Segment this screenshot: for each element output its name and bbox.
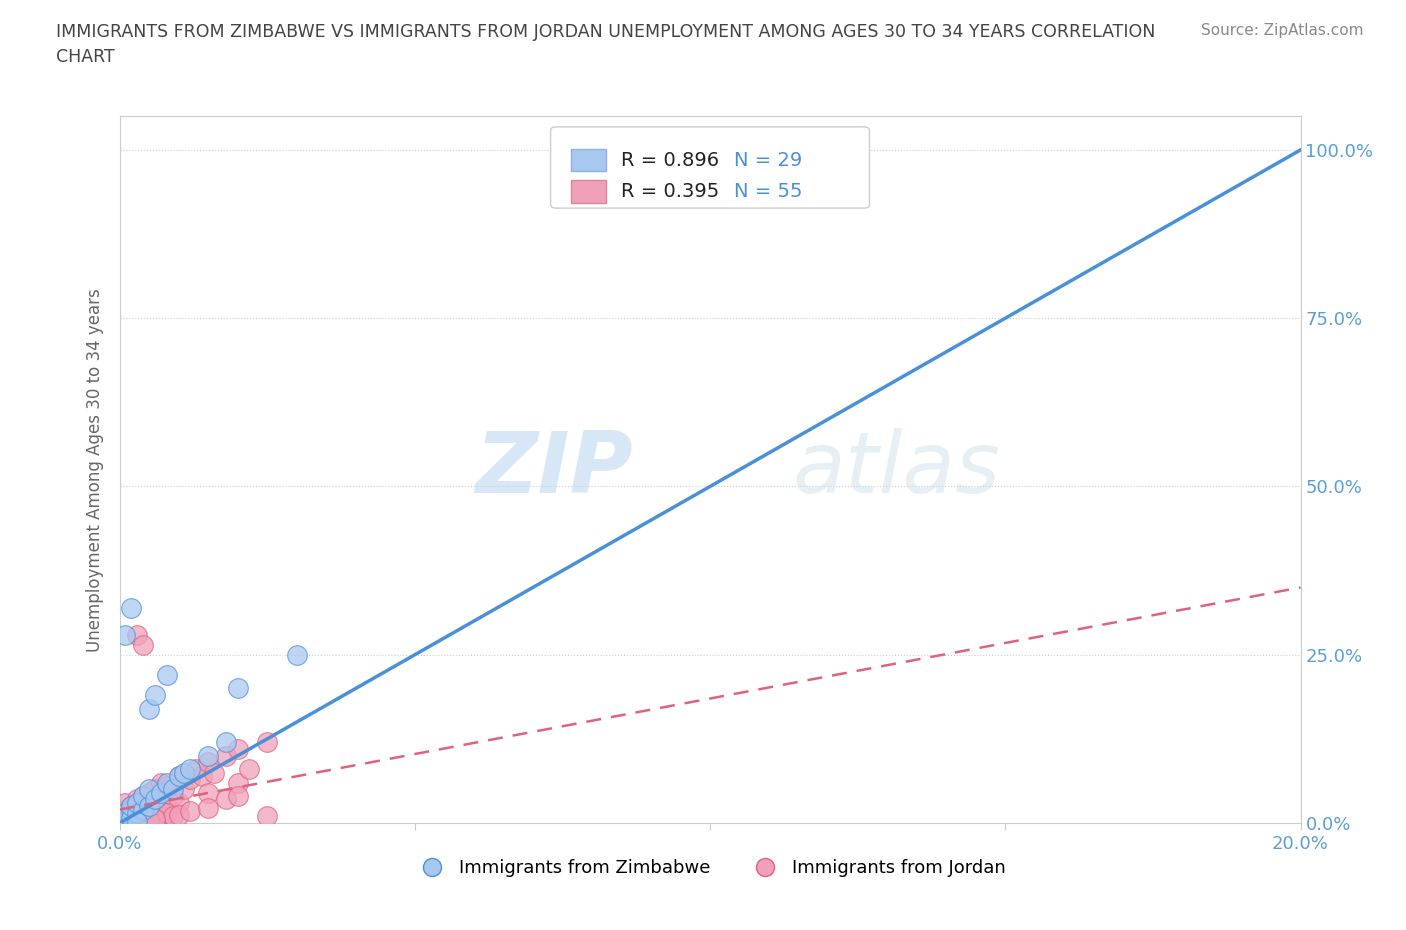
Point [120, 799, 142, 814]
Point [167, 768, 190, 783]
FancyBboxPatch shape [571, 149, 606, 171]
Point [143, 810, 166, 825]
Point [120, 810, 142, 825]
Point [127, 795, 149, 810]
Point [114, 807, 136, 822]
Point [114, 795, 136, 810]
Text: N = 29: N = 29 [734, 151, 801, 169]
Point [127, 804, 149, 818]
Point [197, 749, 219, 764]
Legend: Immigrants from Zimbabwe, Immigrants from Jordan: Immigrants from Zimbabwe, Immigrants fro… [408, 852, 1012, 884]
Point [197, 801, 219, 816]
Point [138, 805, 160, 820]
Text: N = 55: N = 55 [734, 181, 803, 201]
Point [114, 812, 136, 827]
Point [120, 815, 142, 830]
Point [127, 807, 149, 822]
Point [197, 755, 219, 770]
Point [285, 647, 308, 662]
Point [127, 792, 149, 807]
Point [226, 741, 249, 756]
Point [138, 814, 160, 829]
Point [108, 812, 131, 827]
Point [156, 776, 179, 790]
Point [132, 789, 155, 804]
Text: IMMIGRANTS FROM ZIMBABWE VS IMMIGRANTS FROM JORDAN UNEMPLOYMENT AMONG AGES 30 TO: IMMIGRANTS FROM ZIMBABWE VS IMMIGRANTS F… [56, 23, 1156, 41]
Point [143, 812, 166, 827]
Point [156, 778, 179, 793]
Point [114, 627, 136, 642]
Point [127, 812, 149, 827]
Point [167, 768, 190, 783]
Point [127, 627, 149, 642]
FancyBboxPatch shape [571, 179, 606, 203]
Point [256, 809, 278, 824]
Point [215, 735, 238, 750]
Point [138, 701, 160, 716]
Point [149, 814, 172, 829]
Point [191, 768, 214, 783]
Point [132, 637, 155, 652]
Text: atlas: atlas [793, 428, 1001, 512]
Point [143, 782, 166, 797]
Point [120, 803, 142, 817]
Point [162, 789, 184, 804]
Point [138, 782, 160, 797]
Point [215, 749, 238, 764]
Point [143, 792, 166, 807]
Point [226, 776, 249, 790]
Point [197, 785, 219, 800]
Point [143, 687, 166, 702]
Point [149, 776, 172, 790]
Point [132, 810, 155, 825]
Text: CHART: CHART [56, 48, 115, 66]
Point [156, 668, 179, 683]
Point [186, 762, 208, 777]
Point [215, 792, 238, 807]
Point [132, 803, 155, 817]
Text: R = 0.896: R = 0.896 [621, 151, 720, 169]
Point [120, 805, 142, 820]
Point [156, 799, 179, 814]
Point [226, 681, 249, 696]
Point [132, 789, 155, 804]
Point [173, 765, 195, 780]
Point [149, 785, 172, 800]
Point [149, 795, 172, 810]
Point [179, 762, 201, 777]
Point [138, 812, 160, 827]
Point [226, 789, 249, 804]
Point [156, 805, 179, 820]
Point [138, 799, 160, 814]
Point [114, 809, 136, 824]
Point [114, 810, 136, 825]
Point [238, 762, 260, 777]
Point [167, 807, 190, 822]
Point [138, 785, 160, 800]
Point [127, 815, 149, 830]
Text: R = 0.395: R = 0.395 [621, 181, 720, 201]
Point [120, 600, 142, 615]
Point [202, 765, 225, 780]
Point [179, 772, 201, 787]
Point [256, 735, 278, 750]
Point [167, 795, 190, 810]
Point [138, 799, 160, 814]
Point [162, 809, 184, 824]
Point [114, 805, 136, 820]
Point [179, 804, 201, 818]
Point [143, 803, 166, 817]
Point [120, 809, 142, 824]
Text: ZIP: ZIP [475, 428, 633, 512]
Point [162, 782, 184, 797]
Point [173, 782, 195, 797]
Y-axis label: Unemployment Among Ages 30 to 34 years: Unemployment Among Ages 30 to 34 years [86, 287, 104, 652]
Point [127, 805, 149, 820]
Point [120, 799, 142, 814]
FancyBboxPatch shape [551, 126, 869, 208]
Text: Source: ZipAtlas.com: Source: ZipAtlas.com [1201, 23, 1364, 38]
Point [132, 803, 155, 817]
Point [114, 803, 136, 817]
